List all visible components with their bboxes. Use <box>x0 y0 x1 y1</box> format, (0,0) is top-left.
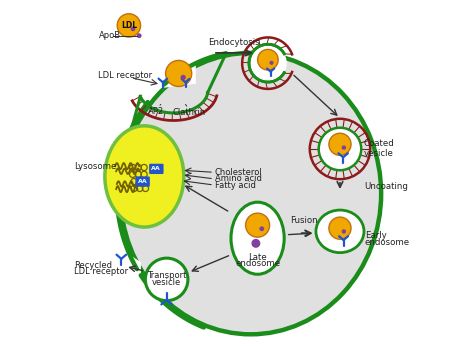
Text: Late: Late <box>248 253 267 262</box>
Text: AP2: AP2 <box>148 107 164 116</box>
Text: Endocytosis: Endocytosis <box>208 38 259 47</box>
Text: Clathrin: Clathrin <box>173 108 206 117</box>
FancyBboxPatch shape <box>136 176 150 187</box>
Text: vesicle: vesicle <box>363 148 393 157</box>
Circle shape <box>131 27 135 31</box>
Circle shape <box>249 44 287 82</box>
Text: vesicle: vesicle <box>152 278 181 287</box>
Text: Recycled: Recycled <box>74 261 112 270</box>
Text: Amino acid: Amino acid <box>215 174 262 183</box>
Text: Fatty acid: Fatty acid <box>215 181 255 190</box>
Ellipse shape <box>105 126 184 227</box>
Ellipse shape <box>120 53 381 334</box>
Text: LDL: LDL <box>121 21 137 30</box>
Circle shape <box>269 61 273 65</box>
Circle shape <box>257 49 278 70</box>
Circle shape <box>259 226 264 231</box>
Text: ApoB: ApoB <box>99 31 121 40</box>
Text: LDL receptor: LDL receptor <box>98 71 152 80</box>
Circle shape <box>181 75 186 80</box>
Text: Transport: Transport <box>147 272 186 281</box>
Text: endosome: endosome <box>365 238 410 247</box>
Text: LDL receptor: LDL receptor <box>74 267 128 276</box>
FancyBboxPatch shape <box>149 164 164 174</box>
Text: Uncoating: Uncoating <box>364 182 408 191</box>
Text: AA: AA <box>138 179 147 184</box>
Text: endosome: endosome <box>235 259 280 268</box>
Circle shape <box>329 217 351 239</box>
Circle shape <box>319 128 361 170</box>
Text: AA: AA <box>152 166 161 171</box>
Ellipse shape <box>231 202 284 274</box>
Text: Coated: Coated <box>363 139 394 148</box>
Circle shape <box>146 258 188 301</box>
Text: Early: Early <box>365 231 386 240</box>
Text: Fusion: Fusion <box>290 216 318 225</box>
Ellipse shape <box>316 210 364 253</box>
Circle shape <box>137 33 142 38</box>
Text: Cholesterol: Cholesterol <box>215 168 263 177</box>
Text: Lysosome: Lysosome <box>74 162 117 171</box>
Circle shape <box>117 14 141 37</box>
Polygon shape <box>65 248 141 345</box>
Circle shape <box>342 229 346 234</box>
Polygon shape <box>65 1 196 91</box>
Circle shape <box>251 239 260 248</box>
Circle shape <box>165 61 191 86</box>
Circle shape <box>342 145 346 150</box>
Circle shape <box>246 213 270 237</box>
Circle shape <box>329 133 351 155</box>
